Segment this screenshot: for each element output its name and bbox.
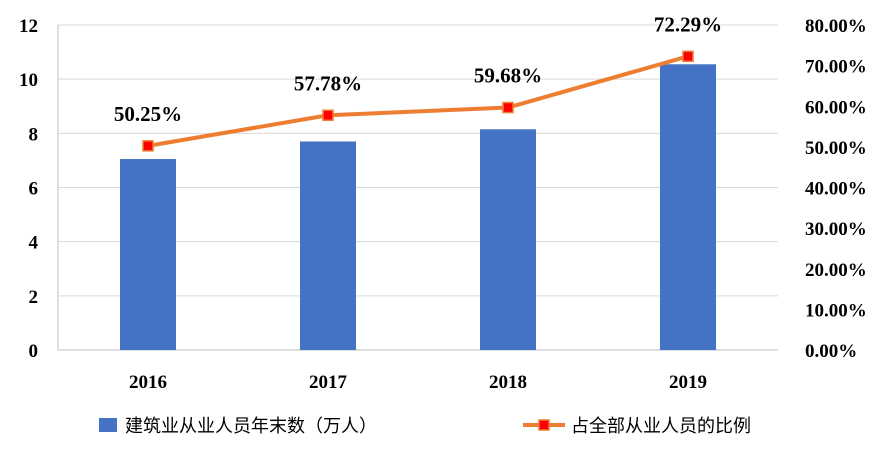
right-tick-label: 80.00% [805,16,867,37]
x-axis: 2016 2017 2018 2019 [129,372,707,393]
gridlines [57,24,778,351]
left-tick-label: 8 [29,124,39,145]
left-tick-label: 6 [29,179,39,200]
data-label: 72.29% [654,12,722,36]
left-tick-label: 0 [29,341,39,362]
data-label: 57.78% [294,71,362,95]
line-marker [322,109,334,122]
right-tick-label: 0.00% [805,341,857,362]
bar [480,129,536,350]
x-tick-label: 2017 [309,372,348,393]
bar [300,141,356,350]
left-axis: 0 2 4 6 8 10 12 [19,16,39,362]
x-tick-label: 2016 [129,372,167,393]
legend-label-bar: 建筑业从业人员年末数（万人） [125,416,377,437]
left-tick-label: 2 [29,287,39,308]
right-tick-label: 20.00% [805,260,867,281]
right-tick-label: 50.00% [805,138,867,159]
bar-series [120,64,716,350]
legend-label-line: 占全部从业人员的比例 [571,416,751,437]
left-tick-label: 4 [29,233,39,254]
data-label: 59.68% [474,64,542,88]
data-label: 50.25% [114,102,182,126]
x-tick-label: 2018 [489,372,527,393]
line-marker [142,140,154,152]
x-tick-label: 2019 [669,372,707,393]
legend-swatch-marker [538,419,550,431]
line-series [142,50,694,152]
right-tick-label: 10.00% [805,300,867,321]
legend-swatch-bar [99,418,117,432]
right-tick-label: 70.00% [805,57,867,78]
left-tick-label: 10 [19,70,38,91]
bar [120,159,176,350]
right-tick-label: 40.00% [805,179,867,200]
left-tick-label: 12 [19,16,38,37]
series-line [147,54,689,148]
right-axis: 0.00% 10.00% 20.00% 30.00% 40.00% 50.00% 60.00… [805,16,867,362]
right-tick-label: 30.00% [805,219,867,240]
line-marker [682,50,694,63]
legend: 建筑业从业人员年末数（万人） 占全部从业人员的比例 [99,416,751,437]
right-tick-label: 60.00% [805,97,867,118]
bar [660,64,716,350]
data-labels: 50.25% 57.78% 59.68% 72.29% [114,12,722,126]
line-marker [502,101,514,114]
